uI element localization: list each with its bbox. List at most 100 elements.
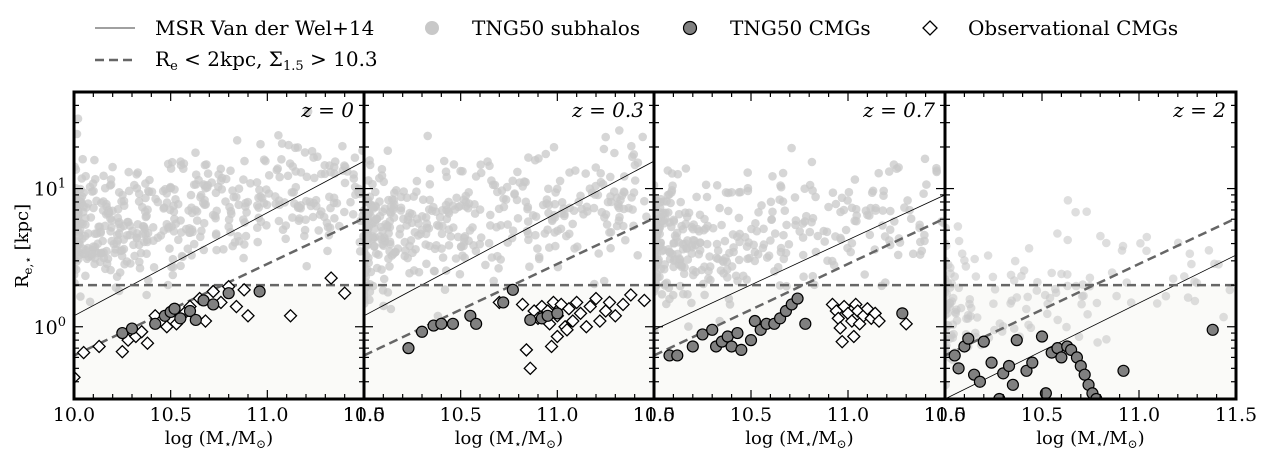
- subhalo-point: [369, 204, 378, 213]
- subhalo-point: [705, 262, 715, 271]
- x-axis-label-part: ): [1138, 428, 1145, 449]
- subhalo-point: [736, 187, 745, 197]
- subhalo-point: [920, 154, 930, 164]
- subhalo-point: [425, 180, 435, 189]
- subhalo-point: [660, 279, 670, 289]
- subhalo-point: [894, 163, 903, 172]
- subhalo-point: [423, 131, 433, 141]
- subhalo-point: [290, 199, 299, 208]
- subhalo-point: [544, 208, 553, 218]
- subhalo-point: [893, 250, 903, 260]
- subhalo-point: [89, 186, 98, 196]
- subhalo-point: [798, 233, 808, 242]
- subhalo-point: [568, 219, 577, 229]
- subhalo-point: [932, 167, 941, 177]
- subhalo-point: [246, 179, 255, 188]
- subhalo-point: [590, 190, 600, 199]
- observational-cmg-point: [569, 295, 584, 310]
- observational-cmg-point: [860, 301, 875, 316]
- subhalo-point: [1047, 268, 1056, 278]
- subhalo-point: [234, 200, 243, 210]
- observational-cmg-point: [623, 287, 638, 302]
- subhalo-point: [957, 249, 967, 258]
- subhalo-point: [970, 254, 979, 264]
- subhalo-point: [776, 182, 786, 192]
- subhalo-point: [1026, 323, 1036, 333]
- msr-relation-line: [74, 160, 364, 317]
- subhalo-point: [364, 234, 372, 243]
- subhalo-point: [667, 188, 676, 197]
- subhalo-point: [573, 242, 582, 251]
- subhalo-point: [330, 214, 339, 223]
- subhalo-point: [700, 290, 709, 300]
- subhalo-point: [202, 160, 211, 169]
- observational-cmg-point: [562, 301, 576, 316]
- subhalo-point: [1071, 207, 1080, 217]
- subhalo-point: [168, 254, 178, 264]
- tng-cmg-point: [973, 375, 987, 388]
- subhalo-point: [735, 237, 744, 247]
- observational-cmg-point: [523, 361, 538, 376]
- subhalo-point: [640, 196, 649, 206]
- subhalo-point: [543, 225, 552, 234]
- observational-cmg-point: [140, 336, 155, 351]
- subhalo-point: [364, 272, 371, 281]
- tng-cmg-point: [189, 313, 202, 327]
- subhalo-point: [117, 246, 127, 255]
- subhalo-point: [808, 213, 818, 223]
- subhalo-point: [559, 204, 569, 213]
- subhalo-point: [620, 188, 629, 197]
- subhalo-point: [489, 276, 499, 286]
- subhalo-point: [1152, 299, 1162, 308]
- subhalo-point: [377, 265, 386, 274]
- subhalo-point: [665, 247, 674, 257]
- subhalo-point: [422, 219, 432, 228]
- subhalo-point: [759, 240, 769, 249]
- tng-cmg-point: [962, 332, 975, 345]
- subhalo-point: [669, 262, 678, 272]
- subhalo-point: [378, 286, 388, 295]
- subhalo-point: [668, 290, 678, 300]
- subhalo-point: [490, 180, 500, 190]
- subhalo-point: [114, 229, 124, 238]
- subhalo-point: [791, 216, 801, 225]
- subhalo-point: [148, 223, 158, 232]
- subhalo-point: [946, 269, 955, 278]
- subhalo-point: [1180, 272, 1189, 281]
- observational-cmg-point: [515, 297, 530, 312]
- subhalo-point: [226, 166, 235, 175]
- subhalo-point: [841, 225, 851, 235]
- subhalo-point: [171, 219, 181, 228]
- subhalo-point: [439, 156, 449, 166]
- y-tick-exponent: 0: [58, 315, 66, 330]
- subhalo-point: [915, 220, 924, 230]
- subhalo-point: [719, 269, 728, 278]
- tng-cmg-point: [731, 326, 744, 340]
- subhalo-point: [217, 185, 227, 194]
- subhalo-point: [757, 201, 766, 210]
- subhalo-point: [340, 161, 349, 170]
- subhalo-point: [96, 228, 105, 238]
- x-tick-label: 11.0: [827, 404, 869, 426]
- subhalo-point: [667, 169, 677, 178]
- subhalo-point: [657, 290, 667, 299]
- observational-cmg-point: [846, 329, 861, 344]
- subhalo-point: [114, 286, 124, 296]
- subhalo-point: [945, 321, 953, 330]
- legend-subhalo-swatch: [425, 21, 439, 35]
- subhalo-point: [695, 238, 705, 247]
- subhalo-point: [1142, 246, 1151, 256]
- subhalo-point: [1083, 310, 1092, 319]
- subhalo-point: [169, 227, 179, 236]
- x-tick-label: 10.5: [730, 404, 772, 426]
- panel-z0.3: 10.0 10.5 11.0 11.5 z = 0.3 log (M⋆/M⊙): [343, 90, 675, 451]
- subhalo-point: [389, 203, 399, 212]
- subhalo-point: [317, 207, 326, 216]
- subhalo-point: [441, 167, 451, 176]
- subhalo-point: [743, 168, 752, 177]
- subhalo-point: [100, 221, 110, 231]
- subhalo-point: [601, 132, 610, 142]
- subhalo-point: [122, 257, 132, 266]
- subhalo-point: [310, 173, 319, 183]
- subhalo-point: [458, 167, 467, 176]
